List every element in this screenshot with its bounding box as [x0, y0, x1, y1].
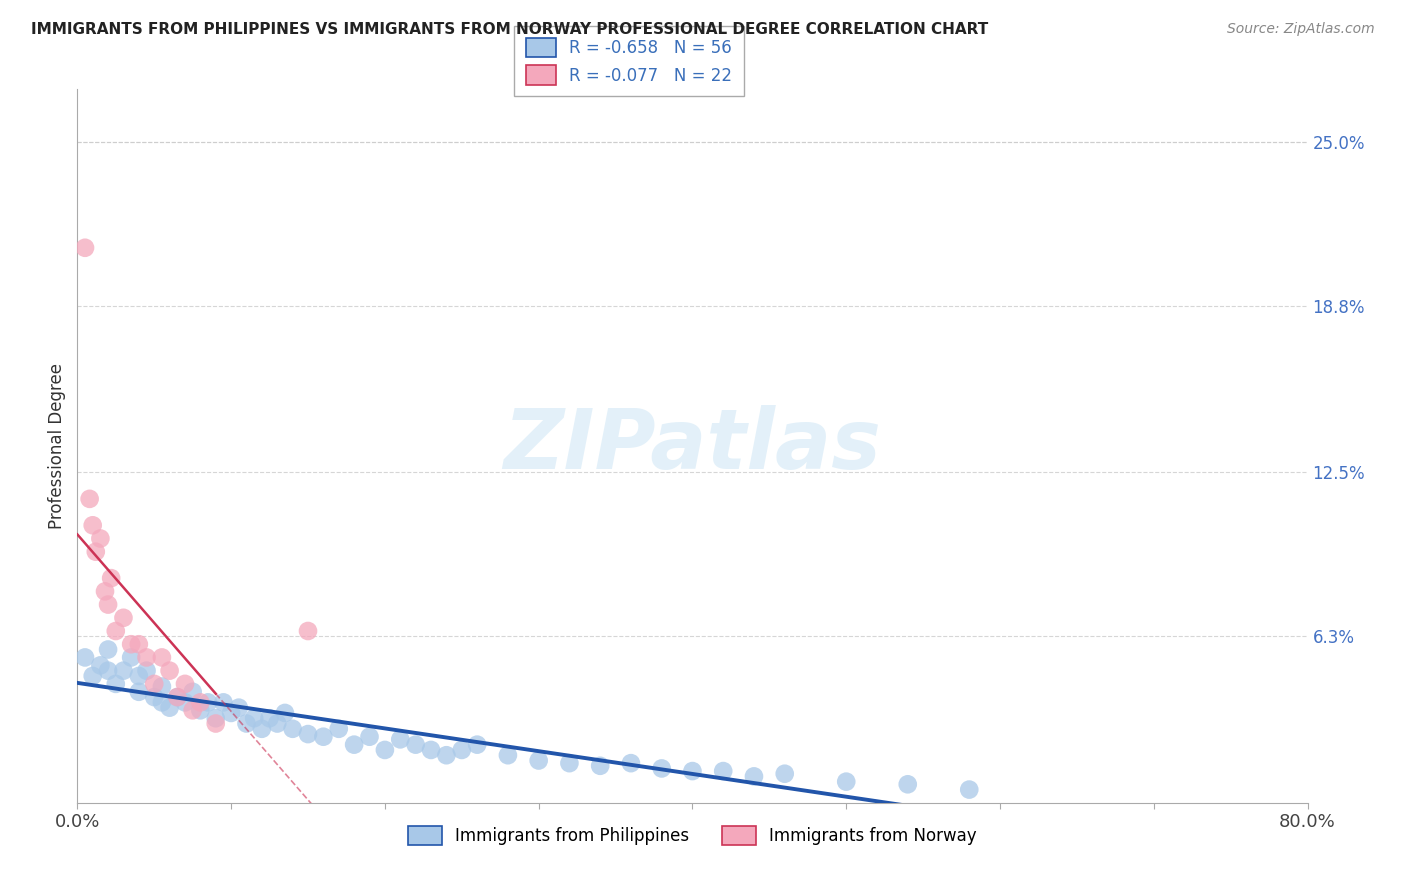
Point — [259, 711, 281, 725]
Point — [188, 695, 212, 709]
Point — [389, 732, 412, 747]
Point — [135, 664, 157, 678]
Point — [150, 695, 173, 709]
Point — [235, 716, 257, 731]
Y-axis label: Professional Degree: Professional Degree — [48, 363, 66, 529]
Point — [250, 722, 273, 736]
Point — [589, 759, 612, 773]
Point — [128, 669, 150, 683]
Point — [150, 650, 173, 665]
Point — [159, 700, 181, 714]
Text: ZIPatlas: ZIPatlas — [503, 406, 882, 486]
Point — [312, 730, 335, 744]
Point — [143, 677, 166, 691]
Point — [97, 598, 120, 612]
Point — [143, 690, 166, 704]
Point — [159, 664, 181, 678]
Point — [94, 584, 117, 599]
Point — [104, 677, 127, 691]
Point — [957, 782, 980, 797]
Point — [527, 754, 550, 768]
Point — [773, 766, 796, 780]
Point — [100, 571, 122, 585]
Point — [128, 685, 150, 699]
Point — [197, 695, 219, 709]
Point — [297, 727, 319, 741]
Point — [651, 761, 673, 775]
Point — [405, 738, 427, 752]
Point — [711, 764, 734, 778]
Point — [266, 716, 288, 731]
Point — [204, 711, 226, 725]
Point — [297, 624, 319, 638]
Point — [79, 491, 101, 506]
Legend: Immigrants from Philippines, Immigrants from Norway: Immigrants from Philippines, Immigrants … — [402, 819, 983, 852]
Text: Source: ZipAtlas.com: Source: ZipAtlas.com — [1227, 22, 1375, 37]
Point — [742, 769, 765, 783]
Text: IMMIGRANTS FROM PHILIPPINES VS IMMIGRANTS FROM NORWAY PROFESSIONAL DEGREE CORREL: IMMIGRANTS FROM PHILIPPINES VS IMMIGRANT… — [31, 22, 988, 37]
Point — [128, 637, 150, 651]
Point — [328, 722, 350, 736]
Point — [558, 756, 581, 771]
Point — [181, 685, 204, 699]
Point — [104, 624, 127, 638]
Point — [73, 650, 96, 665]
Point — [166, 690, 188, 704]
Point — [97, 642, 120, 657]
Point — [174, 677, 197, 691]
Point — [174, 695, 197, 709]
Point — [343, 738, 366, 752]
Point — [112, 664, 135, 678]
Point — [120, 650, 142, 665]
Point — [120, 637, 142, 651]
Point — [420, 743, 443, 757]
Point — [82, 669, 104, 683]
Point — [150, 680, 173, 694]
Point — [89, 658, 111, 673]
Point — [835, 774, 858, 789]
Point — [436, 748, 458, 763]
Point — [682, 764, 704, 778]
Point — [450, 743, 472, 757]
Point — [212, 695, 235, 709]
Point — [89, 532, 111, 546]
Point — [166, 690, 188, 704]
Point — [181, 703, 204, 717]
Point — [228, 700, 250, 714]
Point — [188, 703, 212, 717]
Point — [112, 611, 135, 625]
Point — [204, 716, 226, 731]
Point — [82, 518, 104, 533]
Point — [281, 722, 304, 736]
Point — [135, 650, 157, 665]
Point — [274, 706, 297, 720]
Point — [73, 241, 96, 255]
Point — [219, 706, 242, 720]
Point — [374, 743, 396, 757]
Point — [243, 711, 266, 725]
Point — [465, 738, 488, 752]
Point — [97, 664, 120, 678]
Point — [84, 545, 107, 559]
Point — [359, 730, 381, 744]
Point — [620, 756, 643, 771]
Point — [496, 748, 519, 763]
Point — [897, 777, 920, 791]
